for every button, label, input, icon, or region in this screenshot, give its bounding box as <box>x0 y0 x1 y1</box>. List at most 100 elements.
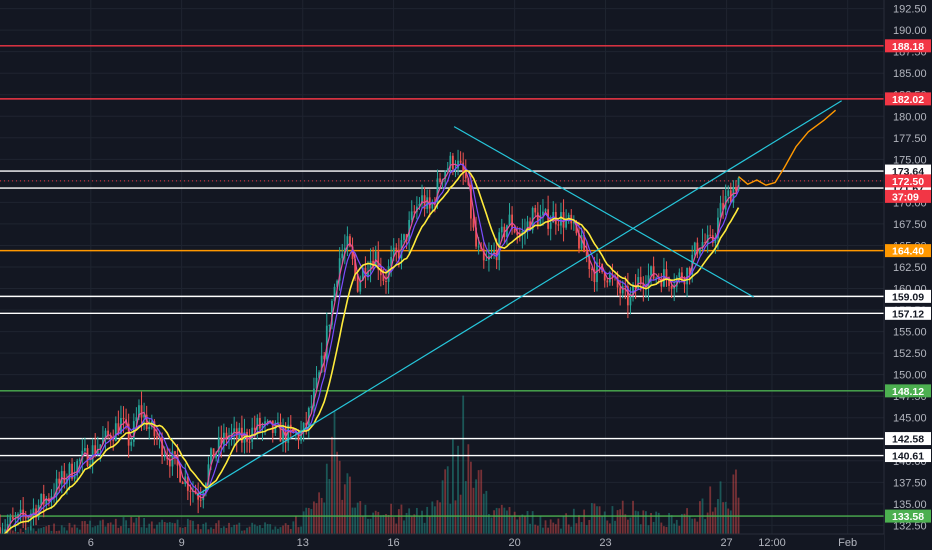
candle-body <box>300 432 302 441</box>
candle-body <box>675 277 678 287</box>
candle-body <box>292 428 295 433</box>
candle-body <box>583 235 586 253</box>
volume-bar <box>369 518 372 534</box>
volume-bar <box>346 473 349 534</box>
volume-bar <box>138 515 140 534</box>
candle-body <box>621 286 624 294</box>
volume-bar <box>238 522 241 534</box>
volume-bar <box>361 516 364 534</box>
candle-body <box>606 280 609 283</box>
trendlines[interactable] <box>196 100 842 496</box>
volume-bar <box>120 526 122 534</box>
candle-body <box>711 235 714 243</box>
volume-bar <box>652 521 655 534</box>
volume-bar <box>709 486 712 534</box>
candle-body <box>526 221 529 231</box>
time-tick-label: 20 <box>509 537 521 549</box>
volume-bar <box>292 521 295 534</box>
candle-body <box>127 423 130 446</box>
candle-body <box>58 478 61 484</box>
volume-bar <box>706 512 709 534</box>
candle-body <box>140 405 143 418</box>
candle-body <box>230 432 233 436</box>
volume-bar <box>696 521 699 534</box>
moving-average-line-2 <box>0 163 740 539</box>
volume-bar <box>403 520 405 534</box>
volume-bar <box>596 506 598 534</box>
volume-bar <box>688 515 691 534</box>
volume-bar <box>506 510 508 534</box>
volume-bar <box>42 526 45 534</box>
volume-bar <box>76 527 79 534</box>
volume-bar <box>60 525 63 534</box>
volume-bar <box>400 504 403 534</box>
volume-bar <box>644 511 647 534</box>
candle-body <box>727 190 730 196</box>
volume-bar <box>480 469 483 534</box>
candle-body <box>145 414 148 430</box>
candle-body <box>143 414 146 418</box>
candle-body <box>76 460 79 476</box>
candle-body <box>73 475 76 479</box>
volume-bar <box>554 524 557 534</box>
candle-body <box>557 224 560 226</box>
candle-body <box>271 420 274 434</box>
price-tick-label: 145.00 <box>893 413 927 425</box>
volume-bar <box>109 522 112 534</box>
candle-body <box>351 246 354 260</box>
candle-body <box>11 517 14 519</box>
candle-body <box>485 259 488 261</box>
price-tick-label: 190.00 <box>893 25 927 37</box>
volume-bar <box>315 503 318 534</box>
candle-body <box>14 518 17 520</box>
volume-bar <box>590 503 593 534</box>
candle-body <box>156 436 158 439</box>
price-tag-157.12-bg <box>885 306 931 320</box>
candle-body <box>547 209 550 229</box>
volume-bar <box>266 523 269 534</box>
time-axis-ticks: 6 9 13 16 20 23 27 12:00 Feb <box>88 537 857 549</box>
projection[interactable] <box>738 109 837 186</box>
candle-body <box>81 450 84 460</box>
volume-bar <box>300 526 302 534</box>
candle-body <box>397 249 400 259</box>
volume-bar <box>318 492 320 534</box>
trendline-1[interactable] <box>196 100 842 496</box>
candle-body <box>9 517 12 524</box>
volume-bar <box>683 513 686 534</box>
volume-bar <box>606 520 609 534</box>
volume-bar <box>58 530 61 534</box>
volume-bar <box>560 528 562 534</box>
volume-bar <box>665 526 668 534</box>
time-axis-panel[interactable] <box>0 534 884 550</box>
trendline-2[interactable] <box>453 126 755 298</box>
candle-body <box>225 432 228 440</box>
price-tick-label: 152.50 <box>893 348 927 360</box>
volume-bar <box>354 507 357 534</box>
projection-path[interactable] <box>738 109 837 186</box>
candle-body <box>722 203 724 210</box>
volume-bar <box>207 529 210 534</box>
candle-body <box>387 266 390 282</box>
price-tag-159.09-bg <box>885 289 931 303</box>
candle-body <box>650 266 652 276</box>
volume-bar <box>356 502 359 534</box>
volume-bar <box>608 523 611 534</box>
volume-bar <box>498 508 501 534</box>
candle-body <box>343 247 346 254</box>
volume-bar <box>163 522 166 534</box>
candle-body <box>500 226 503 233</box>
candle-body <box>259 417 261 429</box>
candle-body <box>86 448 89 466</box>
volume-bar <box>500 504 503 534</box>
candle-body <box>392 247 395 257</box>
volume-bar <box>557 518 560 534</box>
candle-body <box>32 508 35 514</box>
price-tag-133.58-bg <box>885 509 931 523</box>
volume-bar <box>181 527 184 534</box>
volume-bar <box>454 500 457 534</box>
volume-bar <box>274 526 277 534</box>
volume-bar <box>171 522 174 534</box>
